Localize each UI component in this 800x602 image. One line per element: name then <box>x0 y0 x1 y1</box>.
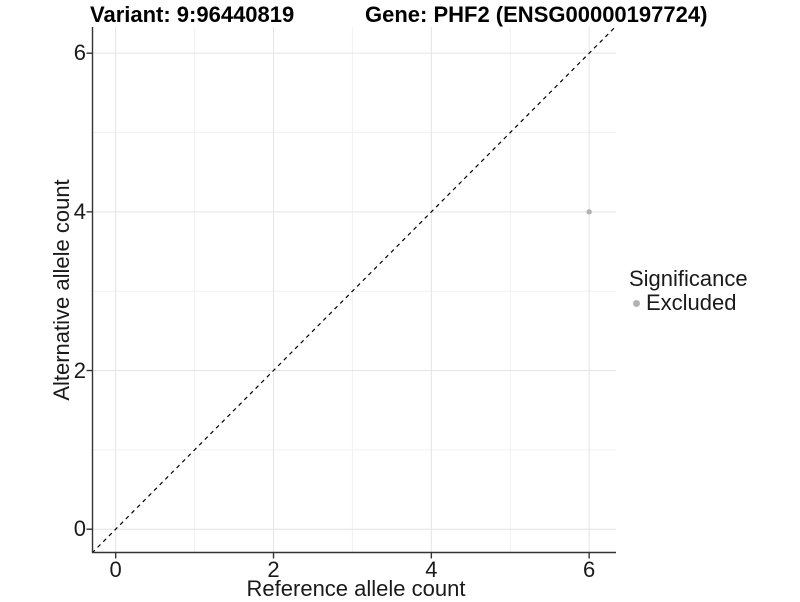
legend-title: Significance <box>629 266 748 291</box>
x-tick-label: 6 <box>583 557 596 582</box>
y-tick-label: 6 <box>73 40 86 66</box>
y-tick-label: 2 <box>73 357 86 383</box>
x-tick-label: 4 <box>425 557 438 582</box>
x-tick-label: 0 <box>109 557 122 582</box>
legend: Significance Excluded <box>629 267 748 315</box>
legend-item-excluded: Excluded <box>629 291 748 315</box>
plot-panel <box>86 27 616 559</box>
plot-title-variant: Variant: 9:96440819 <box>90 2 295 27</box>
legend-item-label: Excluded <box>646 290 737 315</box>
y-tick-label: 0 <box>73 516 86 542</box>
identity-line <box>92 27 616 553</box>
plot-area <box>86 27 616 559</box>
x-axis-title: Reference allele count <box>246 576 466 601</box>
legend-point-icon <box>633 299 640 307</box>
data-point <box>586 209 592 215</box>
x-tick-label: 2 <box>267 557 280 582</box>
plot-title-gene: Gene: PHF2 (ENSG00000197724) <box>365 2 708 27</box>
y-axis-title: Alternative allele count <box>49 179 74 401</box>
y-tick-label: 4 <box>73 198 86 224</box>
